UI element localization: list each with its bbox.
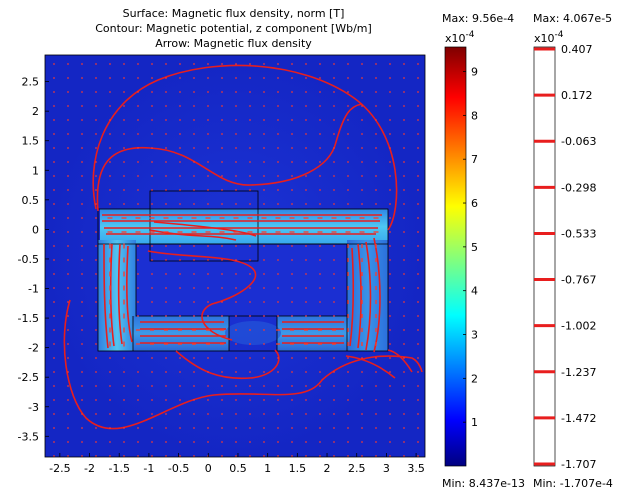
field-plot (53, 63, 423, 457)
plot-title: Surface: Magnetic flux density, norm [T]… (0, 6, 467, 51)
x-tick-label: 0 (205, 462, 212, 475)
y-tick-label: 1.5 (22, 135, 40, 148)
core-window (136, 244, 347, 316)
x-tick-label: -1 (143, 462, 154, 475)
y-tick-label: 0.5 (22, 194, 40, 207)
contour-level-label: -1.002 (561, 320, 596, 333)
x-tick-label: 2.5 (348, 462, 366, 475)
surface-colorbar: Max: 9.56e-4 x10-4 9 8 7 6 5 4 3 2 1 Min: 8.437e… (442, 12, 525, 490)
y-tick-label: 0 (32, 223, 39, 236)
surface-colorbar-min-label: Min: 8.437e-13 (442, 477, 525, 490)
contour-level-label: -1.707 (561, 458, 596, 471)
contour-level-label: -0.063 (561, 135, 596, 148)
surface-colorbar-ticks: 9 8 7 6 5 4 3 2 1 (463, 66, 478, 429)
surface-colorbar-tick-label: 4 (471, 285, 478, 298)
surface-colorbar-max-label: Max: 9.56e-4 (442, 12, 514, 25)
contour-colorbar-min-label: Min: -1.707e-4 (533, 477, 613, 490)
contour-level-label: -0.767 (561, 274, 596, 287)
contour-colorbar-exponent: x10-4 (534, 30, 564, 45)
contour-level-label: 0.407 (561, 43, 593, 56)
contour-level-label: -0.533 (561, 227, 596, 240)
surface-colorbar-tick-label: 8 (471, 109, 478, 122)
x-tick-label: -0.5 (168, 462, 189, 475)
title-line-arrow: Arrow: Magnetic flux density (155, 37, 312, 50)
surface-colorbar-tick-label: 5 (471, 241, 478, 254)
title-line-contour: Contour: Magnetic potential, z component… (95, 22, 372, 35)
x-tick-label: -1.5 (108, 462, 129, 475)
y-axis: 2.5 2 1.5 1 0.5 0 -0.5 -1 -1.5 -2 -2.5 -3 -3.5 (18, 76, 49, 443)
contour-colorbar: Max: 4.067e-5 x10-4 0.407 0.172 -0.063 -0.2… (533, 12, 613, 490)
y-tick-label: -3.5 (18, 430, 39, 443)
contour-colorbar-max-label: Max: 4.067e-5 (533, 12, 612, 25)
y-tick-label: -1 (28, 283, 39, 296)
y-tick-label: -0.5 (18, 253, 39, 266)
x-tick-label: 3 (383, 462, 390, 475)
contour-lines (63, 64, 423, 430)
x-tick-label: 1.5 (289, 462, 307, 475)
geometry-outline (97, 190, 389, 352)
surface-colorbar-gradient (444, 46, 467, 467)
surface-colorbar-tick-label: 9 (471, 66, 478, 79)
contour-colorbar-box (533, 46, 556, 467)
contour-level-label: -1.472 (561, 412, 596, 425)
surface-colorbar-tick-label: 1 (471, 416, 478, 429)
arrow-field (53, 63, 419, 457)
y-tick-label: 1 (32, 164, 39, 177)
surface-colorbar-exponent: x10-4 (445, 30, 475, 45)
surface-colorbar-tick-label: 3 (471, 329, 478, 342)
surface-colorbar-tick-label: 6 (471, 197, 478, 210)
x-tick-label: 3.5 (407, 462, 425, 475)
x-tick-label: 1 (264, 462, 271, 475)
title-line-surface: Surface: Magnetic flux density, norm [T] (122, 7, 345, 20)
y-tick-label: 2 (32, 105, 39, 118)
x-tick-label: -2 (84, 462, 95, 475)
y-tick-label: -2.5 (18, 371, 39, 384)
y-tick-label: -2 (28, 342, 39, 355)
plot-frame (44, 54, 426, 458)
contour-level-label: 0.172 (561, 89, 593, 102)
contour-level-label: -0.298 (561, 181, 596, 194)
x-tick-label: 2 (324, 462, 331, 475)
x-axis: -2.5 -2 -1.5 -1 -0.5 0 0.5 1 1.5 2 2.5 3 3.5 (49, 453, 425, 475)
x-tick-label: -2.5 (49, 462, 70, 475)
y-tick-label: -3 (28, 401, 39, 414)
y-tick-label: -1.5 (18, 312, 39, 325)
contour-colorbar-levels: 0.407 0.172 -0.063 -0.298 -0.533 -0.767 -1.002… (534, 43, 596, 471)
gap-fringe (225, 321, 281, 345)
contour-level-label: -1.237 (561, 366, 596, 379)
surface-colorbar-tick-label: 2 (471, 372, 478, 385)
y-tick-label: 2.5 (22, 76, 40, 89)
surface-colorbar-tick-label: 7 (471, 153, 478, 166)
x-tick-label: 0.5 (229, 462, 247, 475)
